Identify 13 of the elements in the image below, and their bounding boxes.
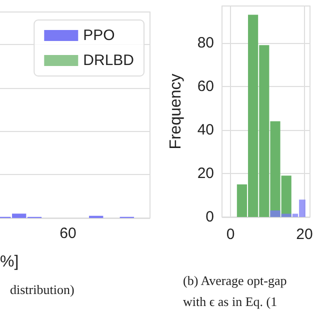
text: with ϵ as in Eq. (1 <box>183 294 278 309</box>
legend-label: DRLBD <box>83 52 134 69</box>
y-tick-label: 20 <box>197 164 214 182</box>
text: (b) Average opt-gap <box>183 273 287 288</box>
y-tick-label: 80 <box>197 34 214 52</box>
legend-label: PPO <box>83 27 115 44</box>
text: distribution) <box>10 282 74 297</box>
x-axis-title: %] <box>0 254 19 270</box>
y-axis-title: Frequency <box>168 74 184 150</box>
y-tick-label: 40 <box>197 121 214 138</box>
y-tick-label: 0 <box>206 208 214 226</box>
y-tick-label: 60 <box>197 78 214 95</box>
text: 60 <box>60 225 76 242</box>
